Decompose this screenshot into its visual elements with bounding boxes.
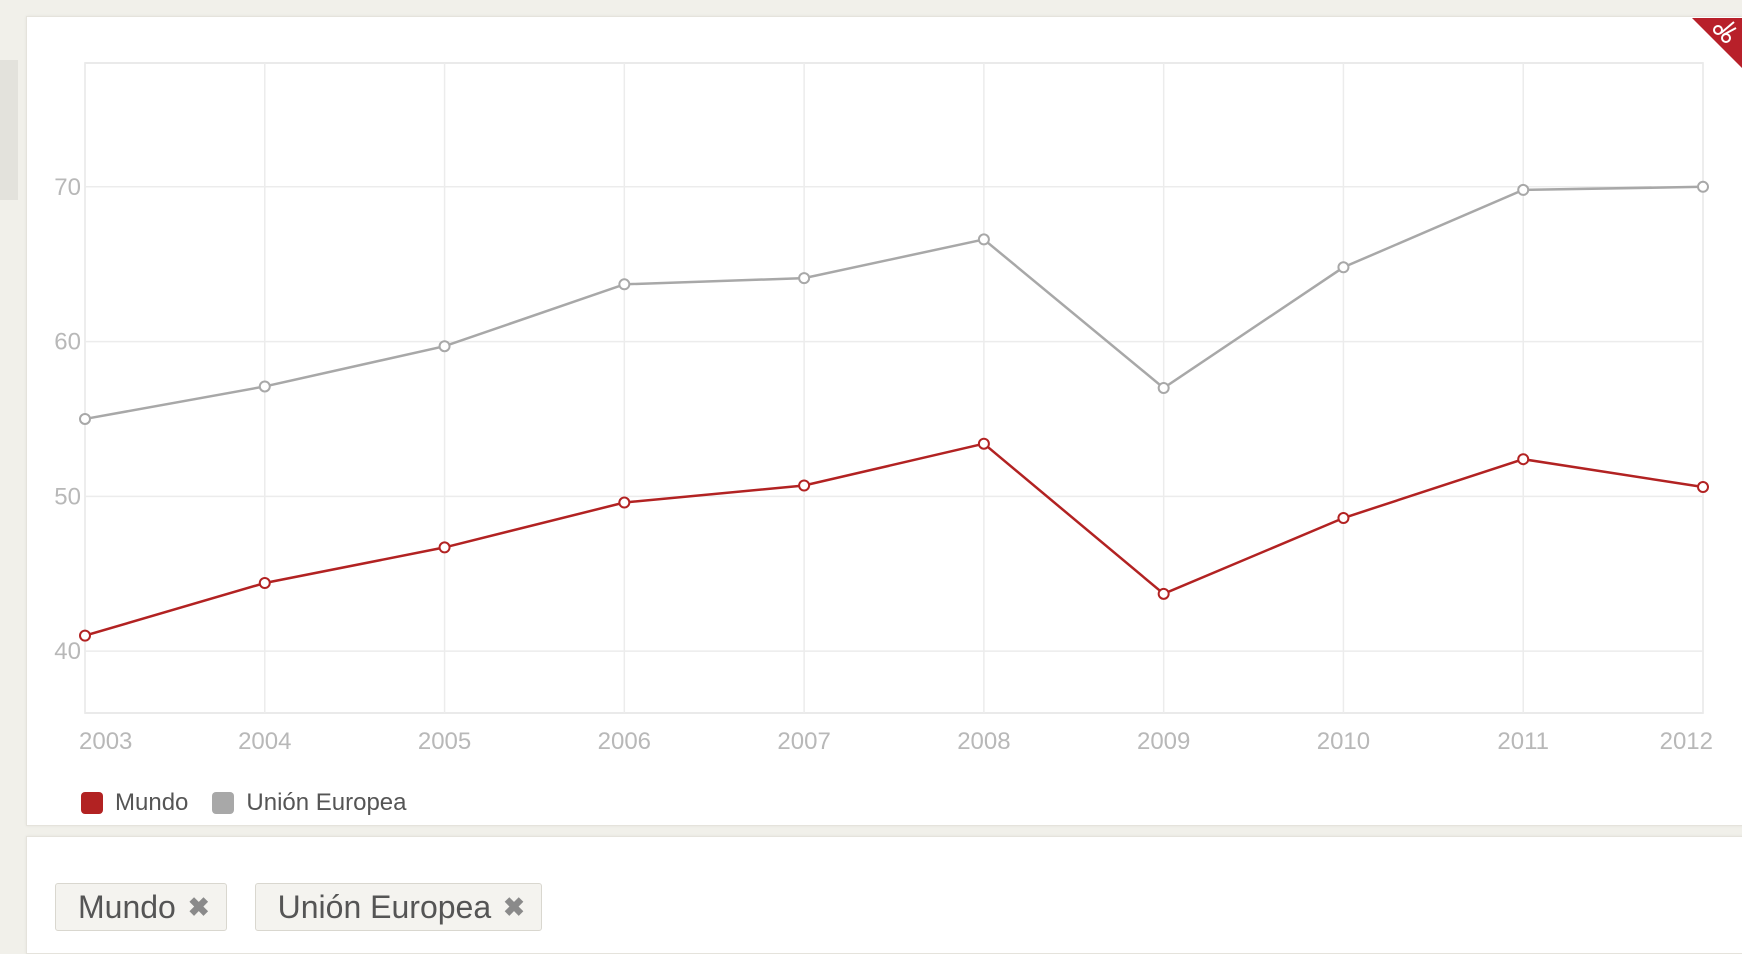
data-point (977, 437, 990, 450)
x-tick-label: 2008 (957, 728, 1010, 755)
y-tick-label: 70 (54, 174, 81, 201)
filter-tag-label: Mundo (78, 888, 176, 925)
filter-panel: Mundo ✖ Unión Europea ✖ (26, 836, 1742, 954)
data-point (618, 496, 631, 509)
data-point (1337, 512, 1350, 524)
legend-label-union-europea: Unión Europea (246, 789, 407, 816)
x-tick-label: 2012 (1660, 728, 1713, 755)
x-tick-label: 2007 (777, 728, 830, 755)
data-point (798, 272, 811, 285)
data-point (1517, 453, 1530, 466)
data-point (258, 577, 271, 589)
data-point (618, 278, 631, 291)
legend-item-mundo[interactable]: Mundo (81, 789, 188, 817)
x-tick-label: 2010 (1317, 728, 1370, 755)
filter-tag-union-europea[interactable]: Unión Europea ✖ (254, 883, 542, 931)
close-icon[interactable]: ✖ (187, 891, 210, 922)
y-tick-label: 40 (54, 638, 81, 665)
data-point (977, 233, 990, 246)
legend-swatch-union-europea (212, 792, 235, 814)
filter-tag-label: Unión Europea (277, 888, 492, 925)
x-tick-label: 2004 (238, 728, 291, 755)
legend-label-mundo: Mundo (115, 789, 189, 816)
data-point (79, 629, 91, 642)
filter-tags: Mundo ✖ Unión Europea ✖ (55, 883, 570, 931)
data-point (1157, 587, 1170, 600)
series-line (84, 442, 1704, 637)
data-point (1157, 382, 1170, 394)
data-point (1697, 180, 1709, 193)
scissors-icon[interactable] (1688, 18, 1742, 72)
plot-area (84, 62, 1704, 714)
x-tick-label: 2009 (1137, 728, 1190, 755)
x-tick-label: 2011 (1497, 728, 1549, 755)
data-point (1337, 261, 1350, 274)
x-tick-label: 2005 (418, 728, 471, 755)
data-point (438, 541, 451, 554)
y-tick-label: 50 (54, 483, 81, 510)
background-side-block (0, 60, 18, 200)
chart-legend: Mundo Unión Europea (81, 789, 431, 817)
filter-tag-mundo[interactable]: Mundo ✖ (55, 883, 227, 931)
data-point (1517, 183, 1530, 196)
close-icon[interactable]: ✖ (503, 891, 525, 922)
data-point (258, 380, 271, 393)
legend-item-union-europea[interactable]: Unión Europea (212, 789, 407, 817)
x-tick-label: 2003 (79, 728, 132, 755)
chart-panel: 40 50 60 70 2003 2004 2005 2006 2007 2008 2009 2010… (26, 16, 1742, 826)
line-chart: 40 50 60 70 2003 2004 2005 2006 2007 2008 2009 2010… (54, 62, 1713, 755)
x-tick-label: 2006 (598, 728, 651, 755)
data-point (79, 412, 91, 425)
y-tick-label: 60 (54, 329, 81, 356)
data-point (438, 340, 451, 353)
series-line (84, 185, 1704, 421)
data-point (1697, 481, 1709, 494)
legend-swatch-mundo (81, 792, 103, 814)
data-point (798, 479, 811, 492)
